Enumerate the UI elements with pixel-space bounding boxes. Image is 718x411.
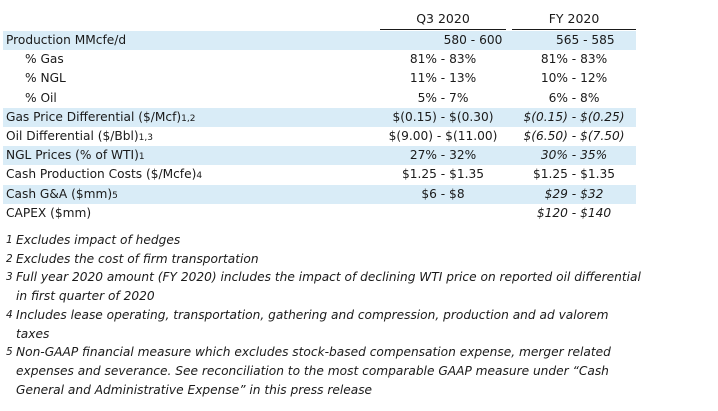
fy-value: $1.25 - $1.35: [533, 167, 615, 182]
row-label-text: Cash G&A ($mm): [6, 186, 113, 201]
table-row: Cash G&A ($mm)5 $6 - $8 $29 - $32: [0, 184, 640, 206]
footnote-line: in first quarter of 2020: [16, 289, 155, 304]
table-row: % Oil 5% - 7% 6% - 8%: [0, 89, 640, 108]
footnote-text: Excludes impact of hedges: [16, 231, 712, 250]
row-label-text: Production MMcfe/d: [6, 33, 127, 47]
column-header-q3-2020: Q3 2020: [416, 11, 470, 26]
q3-value: $6 - $8: [421, 186, 465, 201]
guidance-table: Production MMcfe/d 580 - 600 565 - 585 % Ga…: [0, 31, 640, 223]
table-row: Production MMcfe/d 580 - 600 565 - 585: [0, 31, 640, 52]
footnote-ref: 1: [138, 152, 145, 163]
footnote-ref: 4: [196, 171, 203, 182]
q3-value: $(9.00) - $(11.00): [388, 128, 498, 143]
row-label: Cash Production Costs ($/Mcfe)4: [6, 165, 202, 186]
q3-value: 580 - 600: [443, 33, 503, 47]
header-underline-q3: [380, 29, 506, 30]
row-label: NGL Prices (% of WTI)1: [6, 146, 145, 167]
q3-value: 27% - 32%: [409, 148, 477, 163]
footnote-line: Excludes impact of hedges: [16, 233, 181, 247]
footnote-text: Full year 2020 amount (FY 2020) includes…: [16, 268, 712, 305]
footnotes: 1 Excludes impact of hedges 2 Excludes the …: [6, 231, 712, 399]
fy-value: 81% - 83%: [540, 52, 608, 67]
footnote-text: Excludes the cost of firm transportation: [16, 250, 712, 269]
row-label-text: Gas Price Differential ($/Mcf): [6, 109, 182, 124]
footnote-line: Includes lease operating, transportation…: [16, 307, 609, 322]
row-label: Oil Differential ($/Bbl)1,3: [6, 127, 153, 148]
footnote-ref: 1,2: [181, 113, 196, 124]
table-row: % Gas 81% - 83% 81% - 83%: [0, 50, 640, 69]
footnote-text: Includes lease operating, transportation…: [16, 306, 712, 343]
fy-value: $120 - $140: [536, 205, 612, 220]
row-label-text: % Oil: [25, 90, 57, 105]
footnote-line: Excludes the cost of firm transportation: [16, 251, 259, 266]
row-label: % Oil: [25, 89, 57, 110]
footnote-number: 1: [6, 234, 13, 246]
footnote-number: 3: [6, 271, 13, 284]
table-row: CAPEX ($mm) $120 - $140: [0, 204, 640, 223]
table-row: Oil Differential ($/Bbl)1,3 $(9.00) - $(1…: [0, 127, 640, 146]
table-row: % NGL 11% - 13% 10% - 12%: [0, 69, 640, 88]
row-label: % NGL: [25, 69, 66, 90]
row-label: CAPEX ($mm): [6, 204, 91, 225]
footnote: 5 Non-GAAP financial measure which exclud…: [6, 343, 712, 399]
fy-value: 6% - 8%: [548, 90, 600, 105]
row-label-text: % Gas: [25, 52, 64, 67]
footnote: 1 Excludes impact of hedges: [6, 231, 712, 250]
footnote-number: 2: [6, 252, 13, 265]
q3-value: $(0.15) - $(0.30): [392, 109, 494, 124]
fy-value: $29 - $32: [544, 186, 604, 201]
row-label-text: NGL Prices (% of WTI): [6, 148, 139, 163]
fy-value: 565 - 585: [556, 33, 615, 47]
row-label-text: Cash Production Costs ($/Mcfe): [6, 167, 197, 182]
fy-value: $(6.50) - $(7.50): [523, 128, 625, 143]
q3-value: 5% - 7%: [417, 90, 469, 105]
table-row: NGL Prices (% of WTI)1 27% - 32% 30% - 35%: [0, 146, 640, 167]
table-row: Gas Price Differential ($/Mcf)1,2 $(0.15)…: [0, 107, 640, 129]
row-label-text: CAPEX ($mm): [6, 205, 92, 220]
q3-value: $1.25 - $1.35: [402, 167, 484, 182]
footnote-line: Full year 2020 amount (FY 2020) includes…: [16, 270, 641, 285]
footnote-line: Non-GAAP financial measure which exclude…: [16, 345, 611, 360]
column-header-fy-2020: FY 2020: [548, 11, 600, 26]
footnote: 3 Full year 2020 amount (FY 2020) include…: [6, 268, 712, 305]
row-label: Production MMcfe/d: [6, 31, 126, 52]
footnote-number: 4: [6, 308, 13, 321]
footnote-number: 5: [6, 346, 13, 359]
fy-value: 10% - 12%: [540, 71, 608, 86]
footnote-line: General and Administrative Expense” in t…: [16, 382, 373, 397]
footnote: 4 Includes lease operating, transportatio…: [6, 306, 712, 343]
row-label-text: Oil Differential ($/Bbl): [6, 128, 139, 143]
row-label: Cash G&A ($mm)5: [6, 185, 118, 206]
header-underline-fy: [512, 29, 636, 30]
row-label: Gas Price Differential ($/Mcf)1,2: [6, 108, 195, 129]
row-label-text: % NGL: [25, 71, 66, 86]
footnote-line: taxes: [16, 326, 50, 341]
q3-value: 11% - 13%: [409, 71, 477, 86]
footnote-text: Non-GAAP financial measure which exclude…: [16, 343, 712, 399]
table-row: Cash Production Costs ($/Mcfe)4 $1.25 - $…: [0, 165, 640, 184]
footnote-ref: 1,3: [138, 132, 153, 143]
fy-value: 30% - 35%: [540, 148, 608, 163]
footnote-ref: 5: [112, 190, 118, 201]
fy-value: $(0.15) - $(0.25): [523, 109, 625, 124]
footnote-line: expenses and severance. See reconciliati…: [16, 363, 609, 378]
q3-value: 81% - 83%: [409, 52, 477, 67]
row-label: % Gas: [25, 50, 64, 71]
footnote: 2 Excludes the cost of firm transportatio…: [6, 250, 712, 269]
